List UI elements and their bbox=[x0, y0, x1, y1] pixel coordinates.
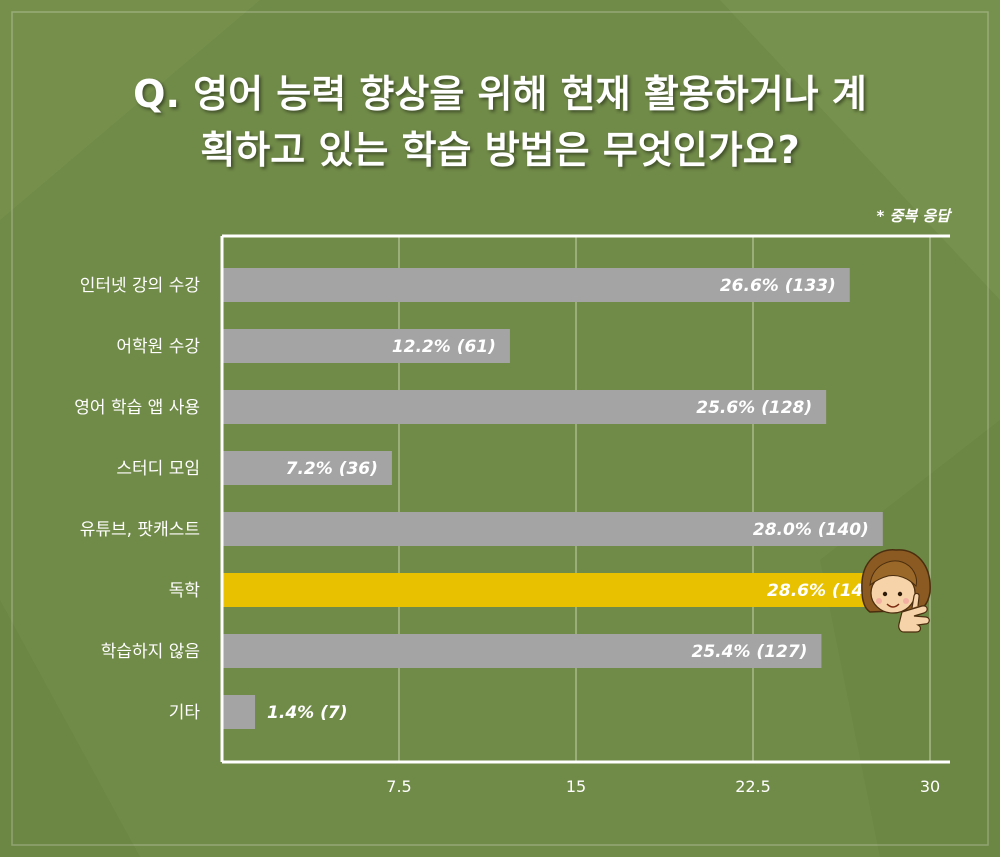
data-label: 7.2% (36) bbox=[286, 459, 378, 479]
category-label: 인터넷 강의 수강 bbox=[80, 276, 201, 296]
data-label: 26.6% (133) bbox=[720, 276, 836, 296]
multiple-response-note: * 중복 응답 bbox=[876, 207, 951, 225]
bar bbox=[222, 329, 510, 363]
x-tick-label: 30 bbox=[920, 777, 940, 796]
data-label: 28.0% (140) bbox=[753, 520, 869, 540]
axes bbox=[220, 234, 950, 764]
category-label: 독학 bbox=[169, 581, 201, 601]
bar bbox=[222, 268, 850, 302]
data-label: 1.4% (7) bbox=[267, 703, 347, 723]
x-tick-labels: 7.5 15 22.5 30 bbox=[386, 777, 940, 796]
thumbs-up-girl-icon bbox=[861, 549, 931, 633]
category-label: 학습하지 않음 bbox=[101, 642, 200, 662]
bar bbox=[222, 451, 392, 485]
data-label: 28.6% (143) bbox=[767, 581, 883, 601]
chart-title: Q. 영어 능력 향상을 위해 현재 활용하거나 계 획하고 있는 학습 방법은… bbox=[0, 66, 1000, 178]
bar bbox=[222, 573, 897, 607]
bar bbox=[222, 512, 883, 546]
x-tick-label: 15 bbox=[566, 777, 586, 796]
category-label: 기타 bbox=[169, 703, 201, 723]
category-label: 영어 학습 앱 사용 bbox=[74, 398, 200, 418]
bars bbox=[222, 268, 897, 729]
bar bbox=[222, 695, 256, 729]
x-tick-label: 7.5 bbox=[386, 777, 411, 796]
data-label: 12.2% (61) bbox=[392, 337, 496, 357]
category-label: 어학원 수강 bbox=[116, 337, 200, 357]
x-tick-label: 22.5 bbox=[735, 777, 771, 796]
category-label: 스터디 모임 bbox=[116, 459, 200, 479]
bar bbox=[222, 634, 822, 668]
grid-lines bbox=[398, 236, 931, 762]
category-label: 유튜브, 팟캐스트 bbox=[80, 520, 200, 540]
data-label: 25.4% (127) bbox=[692, 642, 808, 662]
data-labels: 26.6% (133) 12.2% (61) 25.6% (128) 7.2% (36… bbox=[267, 276, 883, 723]
chart-title-line-1: Q. 영어 능력 향상을 위해 현재 활용하거나 계 bbox=[133, 72, 867, 116]
bar bbox=[222, 390, 827, 424]
chart-title-line-2: 획하고 있는 학습 방법은 무엇인가요? bbox=[200, 128, 800, 172]
data-label: 25.6% (128) bbox=[696, 398, 812, 418]
